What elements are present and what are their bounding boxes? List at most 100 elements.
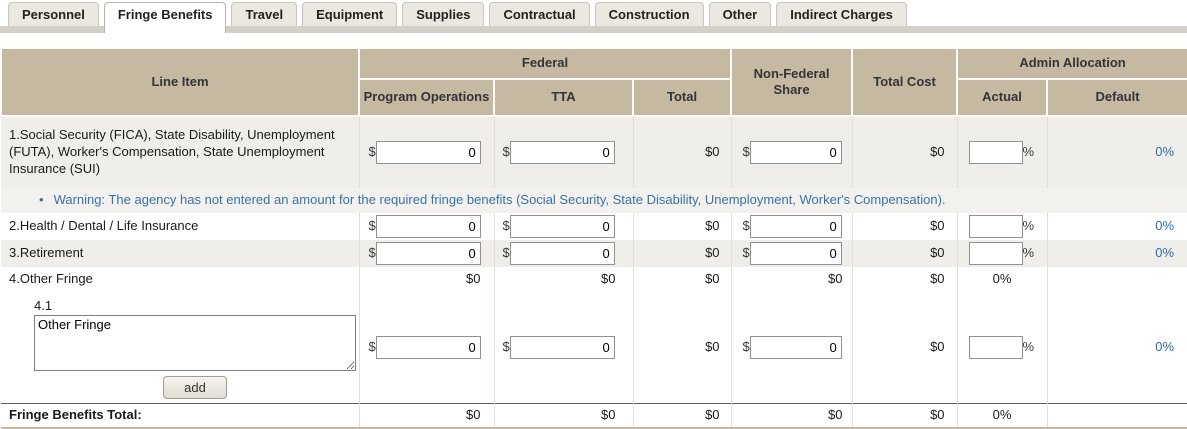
health-non-federal-input[interactable] bbox=[749, 214, 842, 238]
other-fringe-sub-default-percent: 0% bbox=[1046, 292, 1187, 404]
currency-symbol: $ bbox=[368, 143, 376, 159]
retirement-tta-input[interactable] bbox=[509, 241, 615, 265]
header-federal-total: Total bbox=[631, 78, 733, 117]
currency-symbol: $ bbox=[742, 338, 750, 354]
health-actual-input[interactable] bbox=[968, 214, 1023, 238]
tab-personnel[interactable]: Personnel bbox=[8, 2, 99, 26]
tab-indirect-charges[interactable]: Indirect Charges bbox=[776, 2, 907, 26]
header-program-operations: Program Operations bbox=[358, 78, 495, 117]
other-fringe-sub-total-cost: $0 bbox=[851, 292, 958, 404]
currency-symbol: $ bbox=[368, 217, 376, 233]
retirement-actual-cell: % bbox=[956, 239, 1048, 267]
retirement-non-federal-cell: $ bbox=[730, 239, 853, 267]
fringe-benefits-table: Line Item Federal Non-Federal Share Tota… bbox=[0, 47, 1187, 429]
header-non-federal-share: Non-Federal Share bbox=[730, 47, 854, 117]
other-fringe-sub-non-federal-cell: $ bbox=[730, 292, 853, 404]
tab-fringe-benefits[interactable]: Fringe Benefits bbox=[103, 2, 227, 33]
fringe-warning-row: • Warning: The agency has not entered an … bbox=[1, 188, 1187, 213]
header-total-cost: Total Cost bbox=[851, 47, 959, 117]
health-non-federal-cell: $ bbox=[730, 212, 853, 240]
tab-supplies[interactable]: Supplies bbox=[402, 2, 485, 26]
fica-program-operations-input[interactable] bbox=[375, 141, 481, 164]
total-federal-total: $0 bbox=[632, 402, 732, 429]
currency-symbol: $ bbox=[368, 244, 376, 260]
other-fringe-federal-total: $0 bbox=[632, 266, 732, 293]
table-row-health: 2.Health / Dental / Life Insurance $ $ $… bbox=[1, 212, 1187, 240]
tab-equipment[interactable]: Equipment bbox=[302, 2, 398, 26]
other-fringe-sub-federal-total: $0 bbox=[632, 292, 732, 404]
currency-symbol: $ bbox=[502, 217, 510, 233]
health-total-cost: $0 bbox=[851, 212, 958, 240]
add-fringe-line-button[interactable]: add bbox=[163, 375, 227, 399]
currency-symbol: $ bbox=[368, 338, 376, 354]
header-line-item: Line Item bbox=[0, 47, 360, 117]
other-fringe-program-operations: $0 bbox=[358, 266, 494, 293]
table-row-other-fringe-sub: 4.1 Other Fringe add $ $ $0 $ $0 % 0% bbox=[1, 292, 1187, 404]
other-fringe-sub-cell: 4.1 Other Fringe add bbox=[1, 293, 359, 403]
table-row-retirement: 3.Retirement $ $ $0 $ $0 % 0% bbox=[1, 239, 1187, 267]
tabbar-underline bbox=[0, 26, 1187, 33]
total-default-percent bbox=[1046, 402, 1187, 429]
fica-tta-cell: $ bbox=[493, 116, 633, 188]
retirement-total-cost: $0 bbox=[851, 239, 958, 267]
tab-other[interactable]: Other bbox=[708, 2, 772, 26]
total-program-operations: $0 bbox=[358, 402, 494, 429]
other-fringe-default bbox=[1046, 266, 1187, 293]
other-fringe-sub-actual-cell: % bbox=[956, 292, 1048, 404]
fica-non-federal-input[interactable] bbox=[749, 141, 842, 164]
fica-actual-input[interactable] bbox=[968, 141, 1023, 164]
fica-program-operations-cell: $ bbox=[358, 116, 494, 188]
total-non-federal: $0 bbox=[730, 402, 853, 429]
tab-construction[interactable]: Construction bbox=[594, 2, 704, 26]
health-program-operations-input[interactable] bbox=[375, 214, 481, 238]
currency-symbol: $ bbox=[502, 338, 510, 354]
fica-label: 1.Social Security (FICA), State Disabili… bbox=[1, 116, 359, 188]
other-fringe-non-federal: $0 bbox=[730, 266, 853, 293]
health-actual-cell: % bbox=[956, 212, 1048, 240]
header-admin-allocation-group: Admin Allocation bbox=[956, 47, 1187, 80]
header-default: Default bbox=[1046, 78, 1187, 117]
fica-federal-total: $0 bbox=[632, 116, 732, 188]
other-fringe-sub-tta-cell: $ bbox=[493, 292, 633, 404]
other-fringe-label: 4.Other Fringe bbox=[9, 271, 93, 287]
tab-travel[interactable]: Travel bbox=[231, 2, 298, 26]
retirement-tta-cell: $ bbox=[493, 239, 633, 267]
table-row-other-fringe: 4.Other Fringe $0 $0 $0 $0 $0 0% bbox=[1, 266, 1187, 293]
tab-contractual[interactable]: Contractual bbox=[489, 2, 590, 26]
other-fringe-sub-program-operations-input[interactable] bbox=[375, 335, 481, 359]
percent-symbol: % bbox=[1022, 143, 1035, 159]
other-fringe-sub-description-textarea[interactable]: Other Fringe bbox=[34, 314, 356, 371]
health-program-operations-cell: $ bbox=[358, 212, 494, 240]
total-total-cost: $0 bbox=[851, 402, 958, 429]
total-tta: $0 bbox=[493, 402, 633, 429]
health-label: 2.Health / Dental / Life Insurance bbox=[9, 217, 199, 233]
table-row-fica: 1.Social Security (FICA), State Disabili… bbox=[1, 116, 1187, 188]
currency-symbol: $ bbox=[742, 143, 750, 159]
fringe-benefits-total-label: Fringe Benefits Total: bbox=[1, 402, 359, 429]
fica-non-federal-cell: $ bbox=[730, 116, 853, 188]
other-fringe-sub-program-operations-cell: $ bbox=[358, 292, 494, 404]
other-fringe-sub-non-federal-input[interactable] bbox=[749, 335, 842, 359]
health-tta-cell: $ bbox=[493, 212, 633, 240]
retirement-federal-total: $0 bbox=[632, 239, 732, 267]
percent-symbol: % bbox=[1022, 338, 1035, 354]
retirement-label: 3.Retirement bbox=[1, 239, 359, 267]
header-actual: Actual bbox=[956, 78, 1049, 117]
fringe-benefits-total-row: Fringe Benefits Total: $0 $0 $0 $0 $0 0% bbox=[1, 402, 1187, 429]
other-fringe-actual: 0% bbox=[956, 266, 1048, 293]
other-fringe-sub-actual-input[interactable] bbox=[968, 335, 1023, 359]
retirement-non-federal-input[interactable] bbox=[749, 241, 842, 265]
currency-symbol: $ bbox=[502, 244, 510, 260]
fica-total-cost: $0 bbox=[851, 116, 958, 188]
retirement-actual-input[interactable] bbox=[968, 241, 1023, 265]
fica-tta-input[interactable] bbox=[509, 141, 615, 164]
retirement-program-operations-input[interactable] bbox=[375, 241, 481, 265]
other-fringe-sub-tta-input[interactable] bbox=[509, 335, 615, 359]
percent-symbol: % bbox=[1022, 244, 1035, 260]
header-federal-group: Federal bbox=[357, 47, 733, 80]
percent-symbol: % bbox=[1022, 217, 1035, 233]
fica-default-percent: 0% bbox=[1046, 116, 1187, 188]
health-default-percent: 0% bbox=[1046, 212, 1187, 240]
other-fringe-sub-code: 4.1 bbox=[34, 297, 53, 313]
health-tta-input[interactable] bbox=[509, 214, 615, 238]
